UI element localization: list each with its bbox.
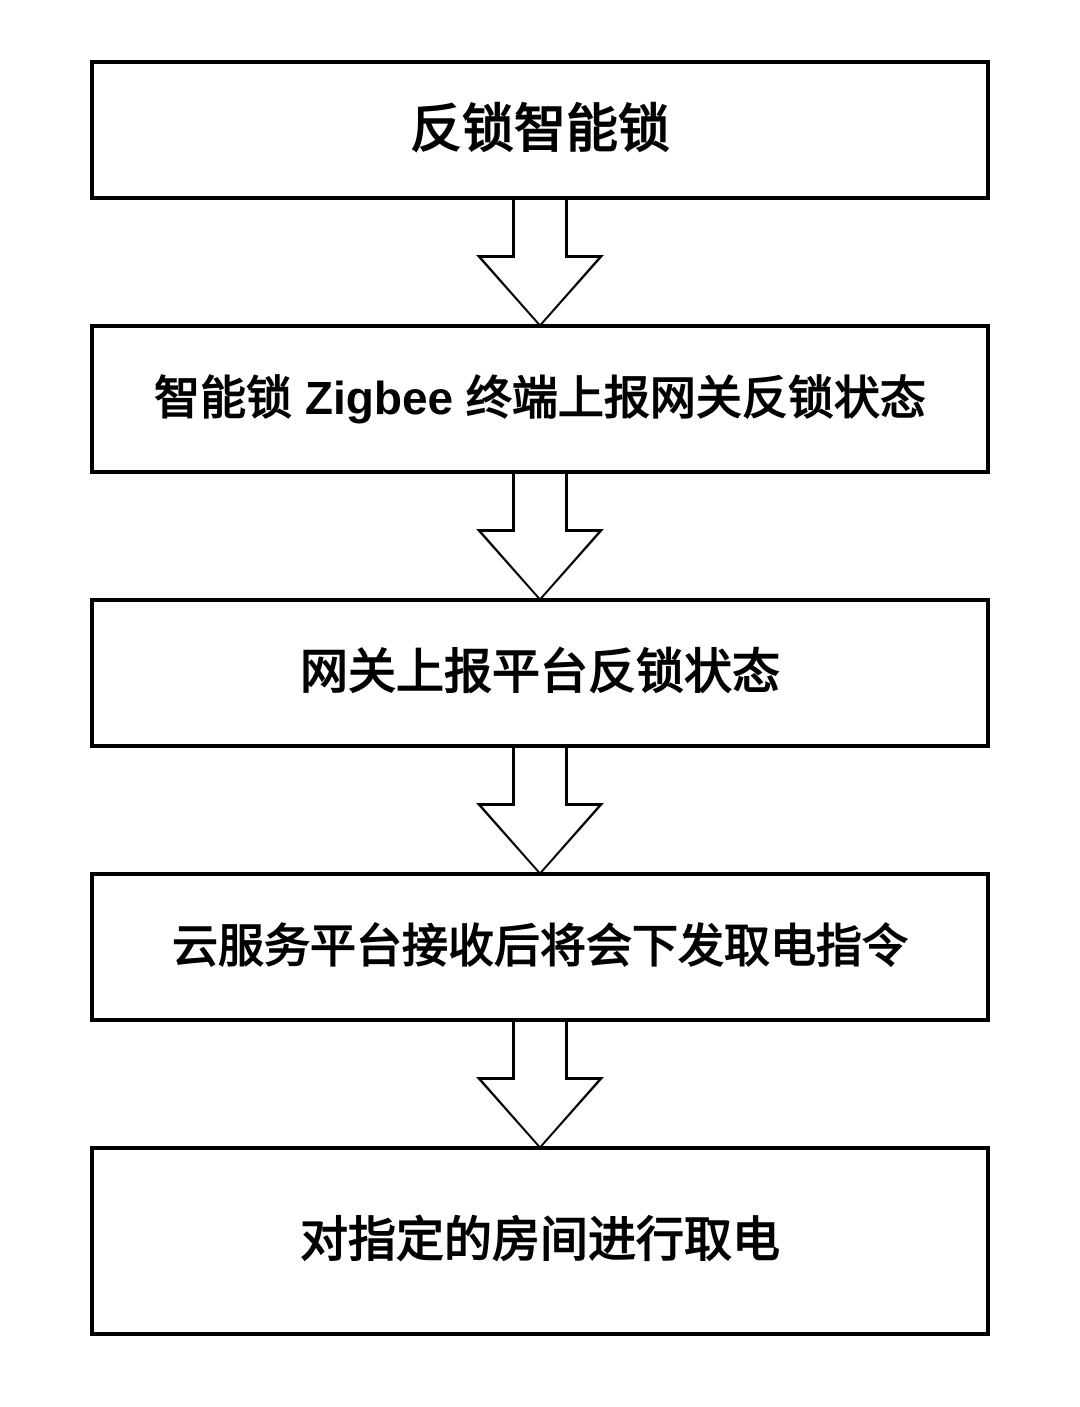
step-label: 云服务平台接收后将会下发取电指令 — [172, 919, 908, 974]
step-label: 对指定的房间进行取电 — [300, 1212, 780, 1270]
flowchart-step: 网关上报平台反锁状态 — [90, 598, 990, 748]
flowchart-step: 反锁智能锁 — [90, 60, 990, 200]
arrow-shaft — [512, 1019, 568, 1077]
flowchart-container: 反锁智能锁智能锁 Zigbee 终端上报网关反锁状态网关上报平台反锁状态云服务平… — [0, 0, 1080, 1376]
arrow-notch — [515, 1077, 565, 1082]
step-label: 网关上报平台反锁状态 — [300, 644, 780, 702]
step-label: 智能锁 Zigbee 终端上报网关反锁状态 — [154, 371, 926, 426]
flowchart-arrow — [476, 471, 604, 601]
flowchart-arrow — [476, 1019, 604, 1149]
flowchart-arrow — [476, 197, 604, 327]
arrow-notch — [515, 529, 565, 534]
step-label: 反锁智能锁 — [410, 99, 670, 161]
flowchart-step: 智能锁 Zigbee 终端上报网关反锁状态 — [90, 324, 990, 474]
arrow-head-fill — [482, 806, 598, 872]
arrow-head — [476, 803, 604, 875]
flowchart-step: 对指定的房间进行取电 — [90, 1146, 990, 1336]
arrow-head-fill — [482, 258, 598, 324]
flowchart-arrow — [476, 745, 604, 875]
arrow-head-fill — [482, 532, 598, 598]
arrow-head — [476, 1077, 604, 1149]
arrow-head — [476, 255, 604, 327]
flowchart-step: 云服务平台接收后将会下发取电指令 — [90, 872, 990, 1022]
arrow-head — [476, 529, 604, 601]
arrow-notch — [515, 255, 565, 260]
arrow-shaft — [512, 471, 568, 529]
arrow-notch — [515, 803, 565, 808]
arrow-shaft — [512, 197, 568, 255]
arrow-head-fill — [482, 1080, 598, 1146]
arrow-shaft — [512, 745, 568, 803]
